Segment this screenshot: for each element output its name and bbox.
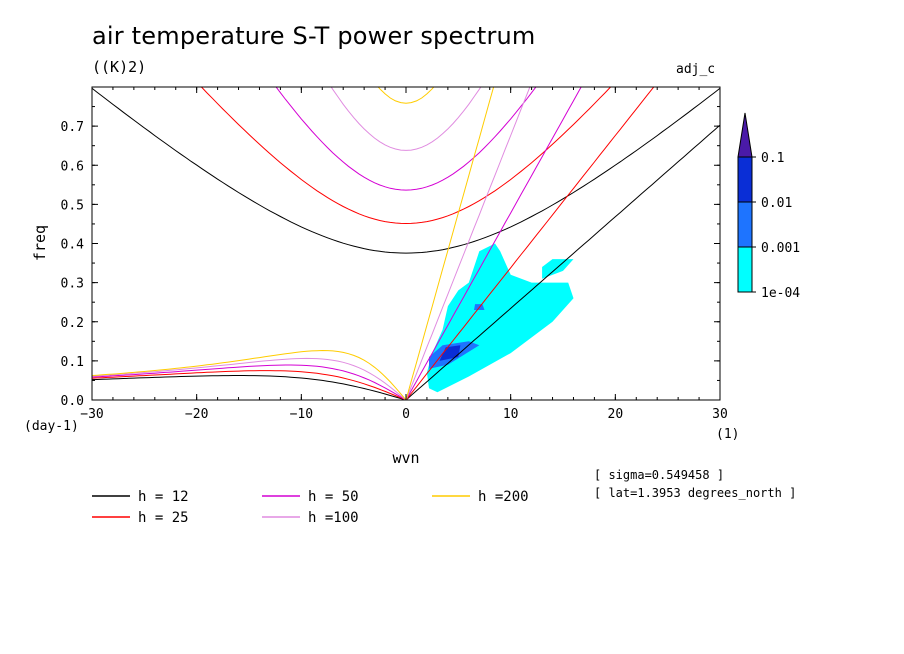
colorbar: 0.1 0.01 0.001 1e-04 — [737, 112, 800, 301]
colorbar-label: 0.01 — [761, 196, 792, 211]
x-tick-label: 30 — [712, 407, 728, 422]
colorbar-segment — [737, 156, 753, 203]
gravity-curve-h200 — [377, 87, 435, 104]
x-axis-label: wvn — [392, 449, 419, 467]
kelvin-curve-h200 — [405, 87, 495, 400]
legend: h = 12 h = 25 h = 50 h =100 h =200 — [92, 489, 529, 526]
gravity-curve-h12 — [92, 87, 720, 254]
x-tick-label: −20 — [185, 407, 208, 422]
kelvin-curve-h25 — [405, 87, 655, 400]
colorbar-segment — [737, 201, 753, 248]
sigma-note: [ sigma=0.549458 ] — [594, 468, 725, 482]
legend-label: h =100 — [308, 510, 359, 526]
variable-label: adj_c — [676, 62, 716, 77]
y-tick-label: 0.6 — [61, 159, 84, 174]
y-tick-label: 0.3 — [61, 277, 84, 292]
axes: −30 −20 −10 0 10 20 30 0.0 0.1 0.2 0.3 0.4 0.5 0.6 0.7… — [24, 87, 739, 467]
x-tick-label: −10 — [290, 407, 313, 422]
colorbar-segment — [737, 246, 753, 293]
x-tick-label: 20 — [608, 407, 624, 422]
y-tick-label: 0.7 — [61, 120, 84, 135]
colorbar-label: 1e-04 — [761, 286, 800, 301]
y-unit-label: (day-1) — [24, 419, 79, 434]
y-tick-label: 0.5 — [61, 198, 84, 213]
x-tick-label: 10 — [503, 407, 519, 422]
x-tick-label: 0 — [402, 407, 410, 422]
gravity-curve-h50 — [275, 87, 537, 191]
legend-label: h = 25 — [138, 510, 189, 526]
y-tick-label: 0.0 — [61, 394, 84, 409]
y-tick-label: 0.1 — [61, 355, 84, 370]
y-tick-label: 0.4 — [61, 238, 85, 253]
kelvin-curve-h12 — [405, 124, 720, 400]
power-region-1e-04-small — [542, 259, 574, 279]
x-tick-label: −30 — [80, 407, 103, 422]
y-axis-label: freq — [31, 225, 49, 261]
legend-label: h = 12 — [138, 489, 189, 505]
legend-label: h = 50 — [308, 489, 359, 505]
rossby-curve-h12 — [92, 375, 407, 400]
power-region-1e-04-patch — [536, 288, 558, 299]
colorbar-label: 0.001 — [761, 241, 800, 256]
rossby-curve-h50 — [92, 364, 407, 400]
plot-frame — [91, 86, 721, 401]
rossby-curve-h200 — [92, 349, 407, 400]
legend-label: h =200 — [478, 489, 529, 505]
x-unit-label: (1) — [716, 427, 739, 442]
chart-title: air temperature S-T power spectrum — [92, 22, 536, 50]
colorbar-arrow — [737, 112, 753, 158]
lat-note: [ lat=1.3953 degrees_north ] — [594, 486, 797, 500]
kelvin-curve-h100 — [405, 87, 531, 400]
units-label: ((K)2) — [92, 58, 147, 76]
gravity-curve-h100 — [330, 87, 482, 151]
rossby-curve-h100 — [92, 357, 407, 400]
gravity-curve-h25 — [200, 87, 612, 225]
colorbar-label: 0.1 — [761, 151, 784, 166]
dispersion-curves — [92, 87, 720, 400]
rossby-curve-h25 — [92, 370, 407, 400]
kelvin-curve-h50 — [405, 87, 582, 400]
y-tick-label: 0.2 — [61, 316, 84, 331]
